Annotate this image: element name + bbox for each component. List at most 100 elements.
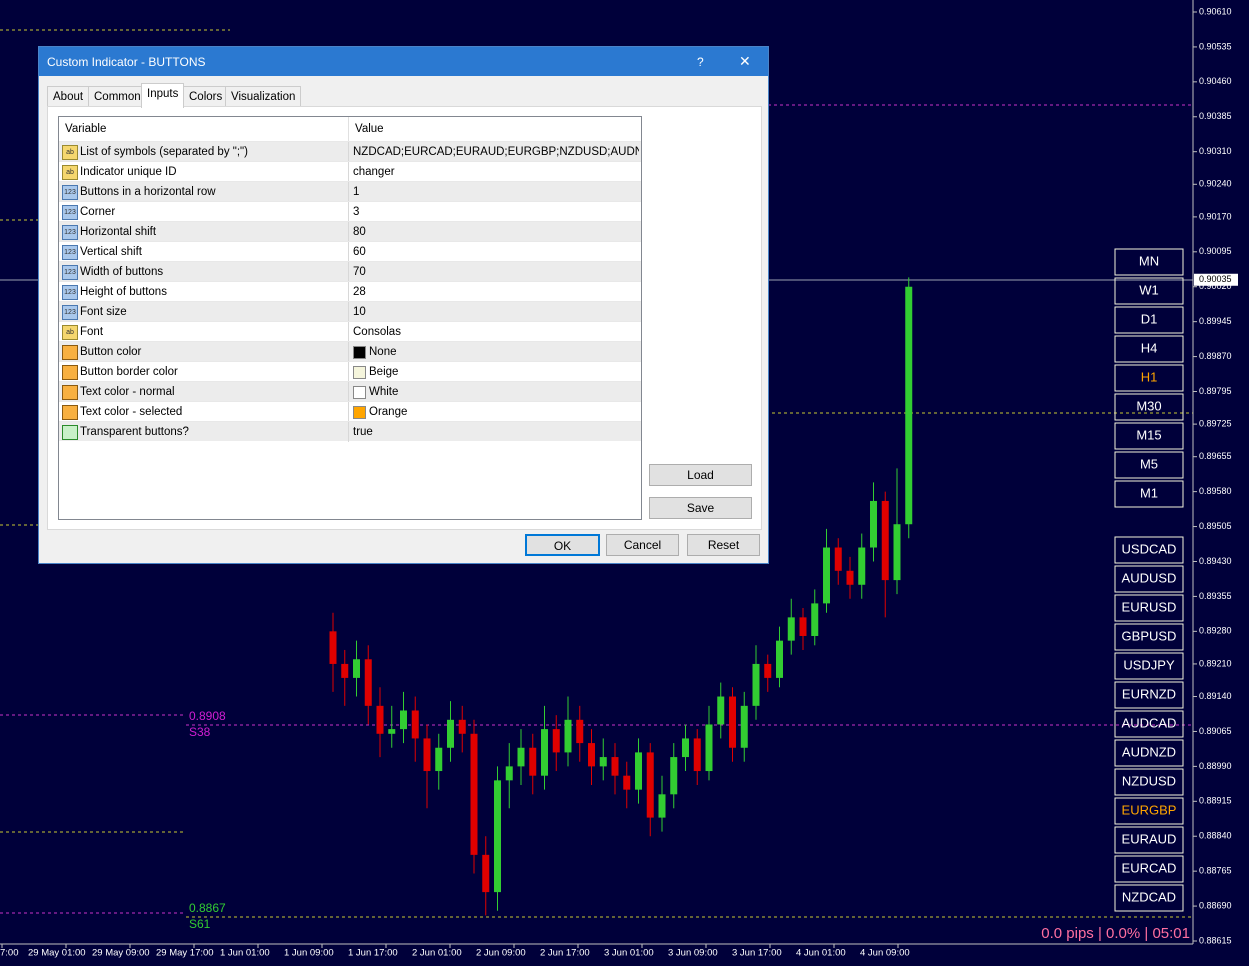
button-label: NZDCAD bbox=[1122, 889, 1176, 904]
symbol-button[interactable]: EURUSD bbox=[1114, 594, 1184, 622]
timeframe-button[interactable]: MN bbox=[1114, 248, 1184, 276]
row-icon: 123 bbox=[62, 285, 78, 300]
time-label: 2 Jun 01:00 bbox=[412, 948, 462, 959]
symbol-button[interactable]: USDCAD bbox=[1114, 536, 1184, 564]
button-label: USDJPY bbox=[1123, 657, 1175, 672]
input-row[interactable]: 123 Width of buttons 70 bbox=[59, 261, 641, 282]
button-label: EURCAD bbox=[1122, 860, 1177, 875]
candle-body bbox=[505, 766, 513, 781]
dialog-button[interactable]: OK bbox=[525, 534, 600, 556]
tab[interactable]: Colors bbox=[183, 86, 229, 107]
price-label: 0.88915 bbox=[1199, 796, 1232, 806]
button-frame bbox=[1114, 364, 1184, 392]
cell-divider bbox=[348, 202, 349, 222]
timeframe-button[interactable]: M15 bbox=[1114, 422, 1184, 450]
timeframe-button[interactable]: M30 bbox=[1114, 393, 1184, 421]
dialog-button[interactable]: Reset bbox=[687, 534, 760, 556]
variable-name: Indicator unique ID bbox=[80, 166, 177, 178]
symbol-button[interactable]: NZDUSD bbox=[1114, 768, 1184, 796]
price-label: 0.89280 bbox=[1199, 626, 1232, 636]
variable-value: 10 bbox=[353, 306, 366, 318]
candle-body bbox=[388, 729, 396, 734]
variable-value: 70 bbox=[353, 266, 366, 278]
candle-body bbox=[552, 729, 560, 753]
price-label: 0.90535 bbox=[1199, 41, 1232, 51]
inputs-panel: Variable Value ab List of symbols (separate… bbox=[47, 106, 762, 530]
variable-value: 1 bbox=[353, 186, 360, 198]
button-frame bbox=[1114, 594, 1184, 622]
input-row[interactable]: Text color - selected Orange bbox=[59, 401, 641, 422]
candle-body bbox=[576, 719, 584, 744]
button-frame bbox=[1114, 710, 1184, 738]
symbol-button[interactable]: EURGBP bbox=[1114, 797, 1184, 825]
tab[interactable]: Visualization bbox=[225, 86, 302, 107]
cell-divider bbox=[348, 262, 349, 282]
time-label: 29 May 09:00 bbox=[92, 948, 150, 959]
button-label: M30 bbox=[1136, 398, 1161, 413]
candle-body bbox=[658, 794, 666, 818]
input-row[interactable]: ab Font Consolas bbox=[59, 321, 641, 342]
variable-name: Buttons in a horizontal row bbox=[80, 186, 216, 198]
dialog-button[interactable]: Cancel bbox=[606, 534, 679, 556]
timeframe-button[interactable]: D1 bbox=[1114, 306, 1184, 334]
input-row[interactable]: ab Indicator unique ID changer bbox=[59, 161, 641, 182]
input-row[interactable]: Button border color Beige bbox=[59, 361, 641, 382]
time-label: 4 Jun 01:00 bbox=[796, 948, 846, 959]
button-label: W1 bbox=[1139, 282, 1159, 297]
help-button[interactable]: ? bbox=[697, 55, 704, 69]
price-label: 0.90385 bbox=[1199, 111, 1232, 121]
candle-body bbox=[435, 747, 443, 772]
symbol-button[interactable]: GBPUSD bbox=[1114, 623, 1184, 651]
symbol-button[interactable]: NZDCAD bbox=[1114, 884, 1184, 912]
timeframe-button[interactable]: H1 bbox=[1114, 364, 1184, 392]
variable-value: Beige bbox=[369, 366, 399, 378]
input-row[interactable]: 123 Vertical shift 60 bbox=[59, 241, 641, 262]
symbol-button[interactable]: EURCAD bbox=[1114, 855, 1184, 883]
level-name: S38 bbox=[189, 725, 211, 739]
tab[interactable]: Common bbox=[88, 86, 147, 107]
candle-body bbox=[670, 757, 678, 795]
input-row[interactable]: Button color None bbox=[59, 341, 641, 362]
color-swatch bbox=[353, 406, 366, 419]
input-row[interactable]: 123 Font size 10 bbox=[59, 301, 641, 322]
input-row[interactable]: 123 Buttons in a horizontal row 1 bbox=[59, 181, 641, 202]
input-row[interactable]: 123 Height of buttons 28 bbox=[59, 281, 641, 302]
row-icon bbox=[62, 385, 78, 400]
timeframe-button[interactable]: M1 bbox=[1114, 480, 1184, 508]
timeframe-button[interactable]: M5 bbox=[1114, 451, 1184, 479]
tab[interactable]: About bbox=[47, 86, 90, 107]
candle-body bbox=[588, 743, 595, 767]
candle-body bbox=[482, 854, 490, 893]
symbol-button[interactable]: AUDCAD bbox=[1114, 710, 1184, 738]
input-row[interactable]: Text color - normal White bbox=[59, 381, 641, 402]
candle-body bbox=[400, 710, 407, 730]
timeframe-button[interactable]: W1 bbox=[1114, 277, 1184, 305]
symbol-button[interactable]: EURAUD bbox=[1114, 826, 1184, 854]
title-bar: Custom Indicator - BUTTONS ? ✕ bbox=[39, 47, 768, 76]
symbol-button[interactable]: EURNZD bbox=[1114, 681, 1184, 709]
symbol-button[interactable]: AUDNZD bbox=[1114, 739, 1184, 767]
candle-body bbox=[541, 729, 548, 776]
candle-body bbox=[823, 547, 830, 604]
symbol-button[interactable]: AUDUSD bbox=[1114, 565, 1184, 593]
side-button[interactable]: Load bbox=[649, 464, 752, 486]
input-row[interactable]: 123 Horizontal shift 80 bbox=[59, 221, 641, 242]
cell-divider bbox=[348, 182, 349, 202]
price-label: 0.89945 bbox=[1199, 316, 1232, 326]
input-row[interactable]: Transparent buttons? true bbox=[59, 421, 641, 442]
close-button[interactable]: ✕ bbox=[739, 53, 751, 69]
tab[interactable]: Inputs bbox=[141, 83, 185, 108]
row-icon bbox=[62, 405, 78, 420]
timeframe-button[interactable]: H4 bbox=[1114, 335, 1184, 363]
button-frame bbox=[1114, 536, 1184, 564]
candle-body bbox=[705, 724, 713, 772]
button-frame bbox=[1114, 884, 1184, 912]
price-label: 0.89065 bbox=[1199, 726, 1232, 736]
input-row[interactable]: 123 Corner 3 bbox=[59, 201, 641, 222]
symbol-button[interactable]: USDJPY bbox=[1114, 652, 1184, 680]
time-label: 3 Jun 17:00 bbox=[732, 948, 782, 959]
candle-body bbox=[329, 631, 337, 664]
side-button[interactable]: Save bbox=[649, 497, 752, 519]
variable-name: Vertical shift bbox=[80, 246, 142, 258]
input-row[interactable]: ab List of symbols (separated by ";") NZDC… bbox=[59, 141, 641, 162]
